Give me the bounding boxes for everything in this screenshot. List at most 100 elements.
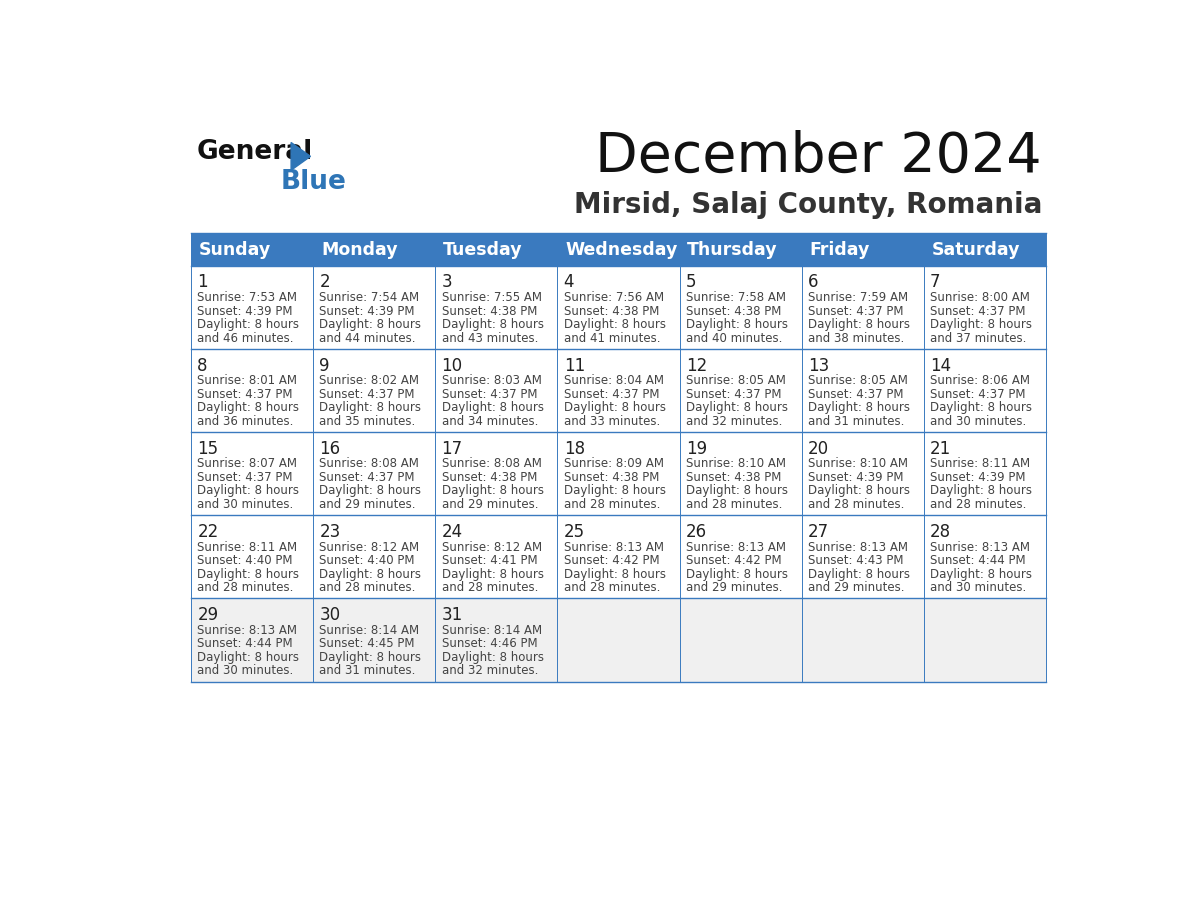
Text: Sunrise: 8:13 AM: Sunrise: 8:13 AM [808,541,908,554]
Text: Daylight: 8 hours: Daylight: 8 hours [442,318,544,331]
Text: Sunset: 4:39 PM: Sunset: 4:39 PM [808,471,903,484]
Text: Sunset: 4:42 PM: Sunset: 4:42 PM [685,554,782,567]
Text: and 38 minutes.: and 38 minutes. [808,331,904,344]
Text: 10: 10 [442,356,462,375]
Text: and 29 minutes.: and 29 minutes. [808,581,904,594]
Text: Sunset: 4:37 PM: Sunset: 4:37 PM [320,387,415,401]
Text: Thursday: Thursday [688,241,778,259]
Text: Sunrise: 8:13 AM: Sunrise: 8:13 AM [930,541,1030,554]
Text: Sunrise: 8:13 AM: Sunrise: 8:13 AM [685,541,785,554]
Text: 11: 11 [563,356,584,375]
Text: Sunset: 4:38 PM: Sunset: 4:38 PM [685,305,782,318]
Text: Tuesday: Tuesday [443,241,523,259]
Text: Daylight: 8 hours: Daylight: 8 hours [320,318,422,331]
Text: Monday: Monday [321,241,398,259]
Text: Sunset: 4:37 PM: Sunset: 4:37 PM [930,305,1025,318]
Text: 17: 17 [442,440,462,458]
Text: Sunrise: 8:12 AM: Sunrise: 8:12 AM [442,541,542,554]
Text: and 37 minutes.: and 37 minutes. [930,331,1026,344]
Text: Sunset: 4:39 PM: Sunset: 4:39 PM [197,305,292,318]
Text: and 32 minutes.: and 32 minutes. [442,665,538,677]
Text: Daylight: 8 hours: Daylight: 8 hours [808,567,910,580]
Text: Sunrise: 8:14 AM: Sunrise: 8:14 AM [442,623,542,637]
Text: Sunrise: 8:08 AM: Sunrise: 8:08 AM [320,457,419,470]
Text: 14: 14 [930,356,952,375]
Text: Daylight: 8 hours: Daylight: 8 hours [808,318,910,331]
Text: 12: 12 [685,356,707,375]
Text: Daylight: 8 hours: Daylight: 8 hours [563,485,665,498]
Text: and 33 minutes.: and 33 minutes. [563,415,659,428]
Text: Sunset: 4:46 PM: Sunset: 4:46 PM [442,637,537,650]
Text: 13: 13 [808,356,829,375]
Text: and 29 minutes.: and 29 minutes. [685,581,782,594]
Text: 31: 31 [442,606,463,624]
Text: Friday: Friday [809,241,870,259]
Text: Sunrise: 8:10 AM: Sunrise: 8:10 AM [685,457,785,470]
Text: Sunrise: 8:00 AM: Sunrise: 8:00 AM [930,291,1030,304]
Text: and 46 minutes.: and 46 minutes. [197,331,293,344]
Text: Daylight: 8 hours: Daylight: 8 hours [808,401,910,414]
Text: Daylight: 8 hours: Daylight: 8 hours [685,567,788,580]
Text: Sunset: 4:37 PM: Sunset: 4:37 PM [930,387,1025,401]
Bar [191,599,1045,681]
Text: Daylight: 8 hours: Daylight: 8 hours [563,318,665,331]
Text: Sunset: 4:41 PM: Sunset: 4:41 PM [442,554,537,567]
Text: Sunset: 4:40 PM: Sunset: 4:40 PM [197,554,292,567]
Text: Blue: Blue [280,169,346,195]
Text: Sunset: 4:38 PM: Sunset: 4:38 PM [563,471,659,484]
Text: Mirsid, Salaj County, Romania: Mirsid, Salaj County, Romania [574,191,1042,219]
Text: Daylight: 8 hours: Daylight: 8 hours [930,485,1032,498]
Text: Daylight: 8 hours: Daylight: 8 hours [685,485,788,498]
Text: and 28 minutes.: and 28 minutes. [685,498,782,510]
Text: Sunset: 4:37 PM: Sunset: 4:37 PM [563,387,659,401]
Text: Daylight: 8 hours: Daylight: 8 hours [442,651,544,664]
Text: Sunset: 4:42 PM: Sunset: 4:42 PM [563,554,659,567]
Text: Sunset: 4:44 PM: Sunset: 4:44 PM [197,637,293,650]
Text: 19: 19 [685,440,707,458]
Text: 2: 2 [320,274,330,291]
Text: and 30 minutes.: and 30 minutes. [930,581,1026,594]
Text: Daylight: 8 hours: Daylight: 8 hours [442,485,544,498]
Text: Sunrise: 7:58 AM: Sunrise: 7:58 AM [685,291,785,304]
Text: Sunset: 4:44 PM: Sunset: 4:44 PM [930,554,1025,567]
Text: and 28 minutes.: and 28 minutes. [808,498,904,510]
Text: Daylight: 8 hours: Daylight: 8 hours [563,567,665,580]
Text: 9: 9 [320,356,330,375]
Text: 4: 4 [563,274,574,291]
Text: 27: 27 [808,523,829,541]
Text: and 28 minutes.: and 28 minutes. [563,581,661,594]
Text: 7: 7 [930,274,941,291]
Text: Sunset: 4:45 PM: Sunset: 4:45 PM [320,637,415,650]
Text: Wednesday: Wednesday [565,241,677,259]
Text: Sunset: 4:38 PM: Sunset: 4:38 PM [442,471,537,484]
Text: Sunrise: 7:59 AM: Sunrise: 7:59 AM [808,291,908,304]
Text: and 32 minutes.: and 32 minutes. [685,415,782,428]
Text: Daylight: 8 hours: Daylight: 8 hours [442,567,544,580]
Text: 24: 24 [442,523,462,541]
Text: Daylight: 8 hours: Daylight: 8 hours [320,651,422,664]
Text: Sunset: 4:37 PM: Sunset: 4:37 PM [197,387,292,401]
Text: Sunrise: 7:56 AM: Sunrise: 7:56 AM [563,291,664,304]
Text: and 29 minutes.: and 29 minutes. [320,498,416,510]
Text: 20: 20 [808,440,829,458]
Text: Sunset: 4:38 PM: Sunset: 4:38 PM [685,471,782,484]
Text: Sunrise: 8:10 AM: Sunrise: 8:10 AM [808,457,908,470]
Text: and 28 minutes.: and 28 minutes. [320,581,416,594]
Text: Daylight: 8 hours: Daylight: 8 hours [930,401,1032,414]
Text: and 44 minutes.: and 44 minutes. [320,331,416,344]
Text: Daylight: 8 hours: Daylight: 8 hours [442,401,544,414]
Text: Daylight: 8 hours: Daylight: 8 hours [930,567,1032,580]
Text: 23: 23 [320,523,341,541]
Text: Sunrise: 8:03 AM: Sunrise: 8:03 AM [442,375,542,387]
Text: Sunrise: 8:12 AM: Sunrise: 8:12 AM [320,541,419,554]
Text: and 29 minutes.: and 29 minutes. [442,498,538,510]
Text: 5: 5 [685,274,696,291]
Text: Daylight: 8 hours: Daylight: 8 hours [808,485,910,498]
Text: Sunrise: 7:55 AM: Sunrise: 7:55 AM [442,291,542,304]
Text: Sunset: 4:37 PM: Sunset: 4:37 PM [808,305,903,318]
Text: and 40 minutes.: and 40 minutes. [685,331,782,344]
Text: Sunrise: 8:06 AM: Sunrise: 8:06 AM [930,375,1030,387]
Text: and 28 minutes.: and 28 minutes. [563,498,661,510]
Text: Sunrise: 8:09 AM: Sunrise: 8:09 AM [563,457,664,470]
Text: Sunset: 4:39 PM: Sunset: 4:39 PM [930,471,1025,484]
